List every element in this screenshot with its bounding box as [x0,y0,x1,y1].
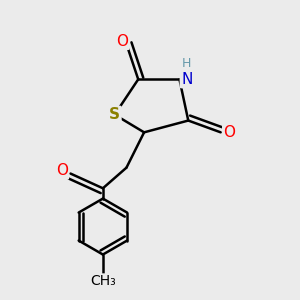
Text: CH₃: CH₃ [90,274,116,288]
Text: S: S [109,107,120,122]
Text: O: O [116,34,128,49]
Text: H: H [182,57,191,70]
Text: O: O [224,125,236,140]
Text: N: N [181,72,193,87]
Text: O: O [56,163,68,178]
